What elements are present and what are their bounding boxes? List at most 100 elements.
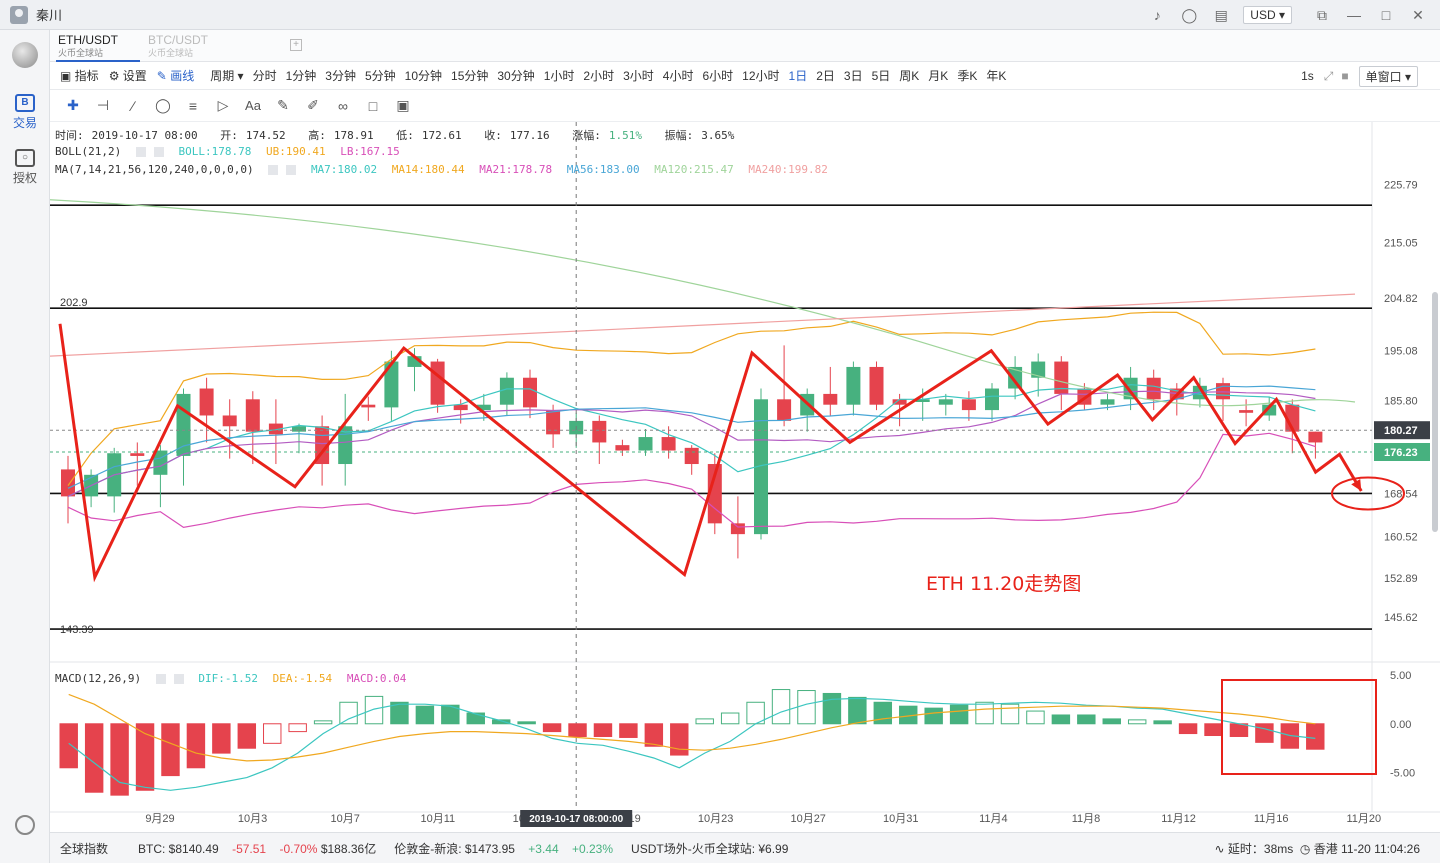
- macd-histogram-bar: [1229, 723, 1249, 737]
- period-8[interactable]: 2小时: [583, 69, 615, 83]
- magnet-icon[interactable]: ∞: [338, 97, 348, 114]
- window-mode-select[interactable]: 单窗口 ▾: [1358, 65, 1418, 87]
- period-11[interactable]: 6小时: [702, 69, 734, 83]
- text-tool-icon[interactable]: Aa: [245, 98, 261, 113]
- macd-settings-icon[interactable]: [155, 674, 166, 684]
- level-label-top: 202.9: [60, 297, 88, 309]
- period-7[interactable]: 1小时: [543, 69, 575, 83]
- settings-button[interactable]: ⚙ 设置: [108, 69, 147, 83]
- lock-icon[interactable]: □: [368, 97, 378, 114]
- minimize-icon[interactable]: —: [1347, 7, 1361, 23]
- x-tick-label: 10月3: [238, 813, 267, 825]
- settings-gear-icon[interactable]: [15, 815, 35, 835]
- global-index-link[interactable]: 全球指数: [60, 841, 109, 856]
- macd-histogram-bar: [593, 723, 613, 737]
- line-tool-icon[interactable]: ⊣: [96, 97, 110, 113]
- shape-tool-icon[interactable]: ◯: [155, 97, 171, 113]
- shirt-icon[interactable]: ▤: [1214, 7, 1228, 23]
- macd-histogram-bar: [1077, 714, 1096, 725]
- period-dropdown[interactable]: 周期 ▾: [210, 69, 244, 83]
- gold-ticker[interactable]: 伦敦金-新浪: $1473.95 +3.44 +0.23%: [394, 841, 614, 856]
- period-6[interactable]: 30分钟: [497, 69, 535, 83]
- candle-body: [1031, 361, 1046, 378]
- fullscreen-icon[interactable]: ⤢: [1323, 68, 1334, 83]
- macd-histogram-bar: [1178, 723, 1198, 735]
- boll-lower-line: [67, 432, 1316, 529]
- boll-upper-line: [67, 311, 1316, 486]
- scrollbar[interactable]: [1432, 62, 1440, 532]
- draw-button[interactable]: ✎ 画线: [156, 69, 195, 83]
- usdt-otc-ticker[interactable]: USDT场外-火币全球站: ¥6.99: [631, 841, 789, 856]
- user-icon[interactable]: [10, 5, 28, 24]
- x-tick-label: 11月16: [1254, 813, 1289, 825]
- maximize-icon[interactable]: □: [1381, 7, 1391, 23]
- period-1[interactable]: 1分钟: [285, 69, 317, 83]
- period-20[interactable]: 年K: [986, 69, 1007, 83]
- ma-settings-icon[interactable]: [268, 165, 279, 175]
- macd-histogram-bar: [313, 720, 333, 725]
- trash-icon[interactable]: ▣: [396, 97, 410, 113]
- macd-close-icon[interactable]: [173, 674, 184, 684]
- eraser-icon[interactable]: ✎: [277, 97, 289, 113]
- period-10[interactable]: 4小时: [662, 69, 694, 83]
- annotation-zigzag: [58, 323, 1363, 583]
- macd-histogram-bar: [390, 701, 409, 725]
- upper-price-tag: [1374, 421, 1430, 440]
- boll-close-icon[interactable]: [153, 147, 164, 157]
- period-12[interactable]: 12小时: [742, 69, 780, 83]
- brush-icon[interactable]: ✐: [307, 97, 319, 113]
- period-13[interactable]: 1日: [788, 69, 808, 83]
- macd-histogram-bar: [848, 696, 867, 725]
- sidebar-item-trade[interactable]: B 交易: [0, 94, 50, 131]
- crosshair-tool-icon[interactable]: ✚: [67, 97, 79, 113]
- period-18[interactable]: 月K: [928, 69, 949, 83]
- sidebar-item-auth-label: 授权: [12, 171, 37, 185]
- period-17[interactable]: 周K: [899, 69, 920, 83]
- sidebar-item-auth[interactable]: ○ 授权: [0, 149, 50, 186]
- close-value: 177.16: [509, 129, 550, 142]
- chart-area[interactable]: 225.79 215.05 204.82 195.08 185.80 176.23 168.…: [50, 122, 1440, 832]
- period-19[interactable]: 季K: [957, 69, 978, 83]
- channel-tool-icon[interactable]: ∕: [131, 97, 135, 114]
- tab-exchange: 火币全球站: [148, 48, 194, 58]
- fib-tool-icon[interactable]: ≡: [188, 97, 198, 114]
- bell-icon[interactable]: ♪: [1153, 7, 1161, 23]
- tab-eth-usdt[interactable]: ETH/USDT 火币全球站: [58, 34, 118, 60]
- period-0[interactable]: 分时: [252, 69, 277, 83]
- x-tick-label: 10月27: [790, 813, 825, 825]
- tab-btc-usdt[interactable]: BTC/USDT 火币全球站: [148, 34, 208, 60]
- candle-body: [1262, 404, 1277, 416]
- current-price-tag-text: 176.23: [1384, 447, 1418, 459]
- period-3[interactable]: 5分钟: [364, 69, 396, 83]
- macd-histogram-bar: [1255, 723, 1274, 743]
- indicator-button[interactable]: ▣ 指标: [60, 69, 99, 83]
- macd-histogram-bar: [1000, 703, 1020, 725]
- active-tab-underline: [56, 60, 140, 62]
- pattern-tool-icon[interactable]: ▷: [217, 97, 229, 113]
- period-15[interactable]: 3日: [843, 69, 863, 83]
- ma-close-icon[interactable]: [286, 165, 297, 175]
- period-14[interactable]: 2日: [816, 69, 835, 83]
- period-16[interactable]: 5日: [871, 69, 891, 83]
- macd-histogram-bar: [1026, 710, 1045, 725]
- period-2[interactable]: 3分钟: [325, 69, 356, 83]
- high-label: 高:: [308, 129, 326, 142]
- currency-select[interactable]: USD ▾: [1243, 6, 1292, 24]
- macd-histogram-bar: [364, 695, 384, 725]
- refresh-interval[interactable]: 1s: [1301, 69, 1314, 83]
- boll-readout: BOLL(21,2) BOLL:178.78 UB:190.41 LB:167.…: [55, 145, 408, 158]
- popout-icon[interactable]: ⧉: [1317, 7, 1327, 23]
- period-5[interactable]: 15分钟: [451, 69, 489, 83]
- collapse-icon[interactable]: ■: [1341, 69, 1349, 83]
- close-icon[interactable]: ✕: [1412, 7, 1424, 23]
- search-icon[interactable]: ◯: [1181, 7, 1198, 23]
- period-9[interactable]: 3小时: [623, 69, 654, 83]
- add-tab-icon[interactable]: +: [290, 39, 302, 51]
- boll-settings-icon[interactable]: [135, 147, 146, 157]
- kline-chart[interactable]: 225.79 215.05 204.82 195.08 185.80 176.23 168.…: [50, 122, 1440, 832]
- period-list: 分时 1分钟 3分钟 5分钟 10分钟 15分钟 30分钟 1小时 2小时 3小时 4小时 6小时 12…: [244, 67, 1007, 84]
- btc-ticker[interactable]: BTC: $8140.49 -57.51 -0.70% $188.36亿: [138, 841, 377, 856]
- macd-annotation-box: [1221, 679, 1377, 775]
- period-4[interactable]: 10分钟: [404, 69, 443, 83]
- macd-histogram-bar: [771, 689, 791, 725]
